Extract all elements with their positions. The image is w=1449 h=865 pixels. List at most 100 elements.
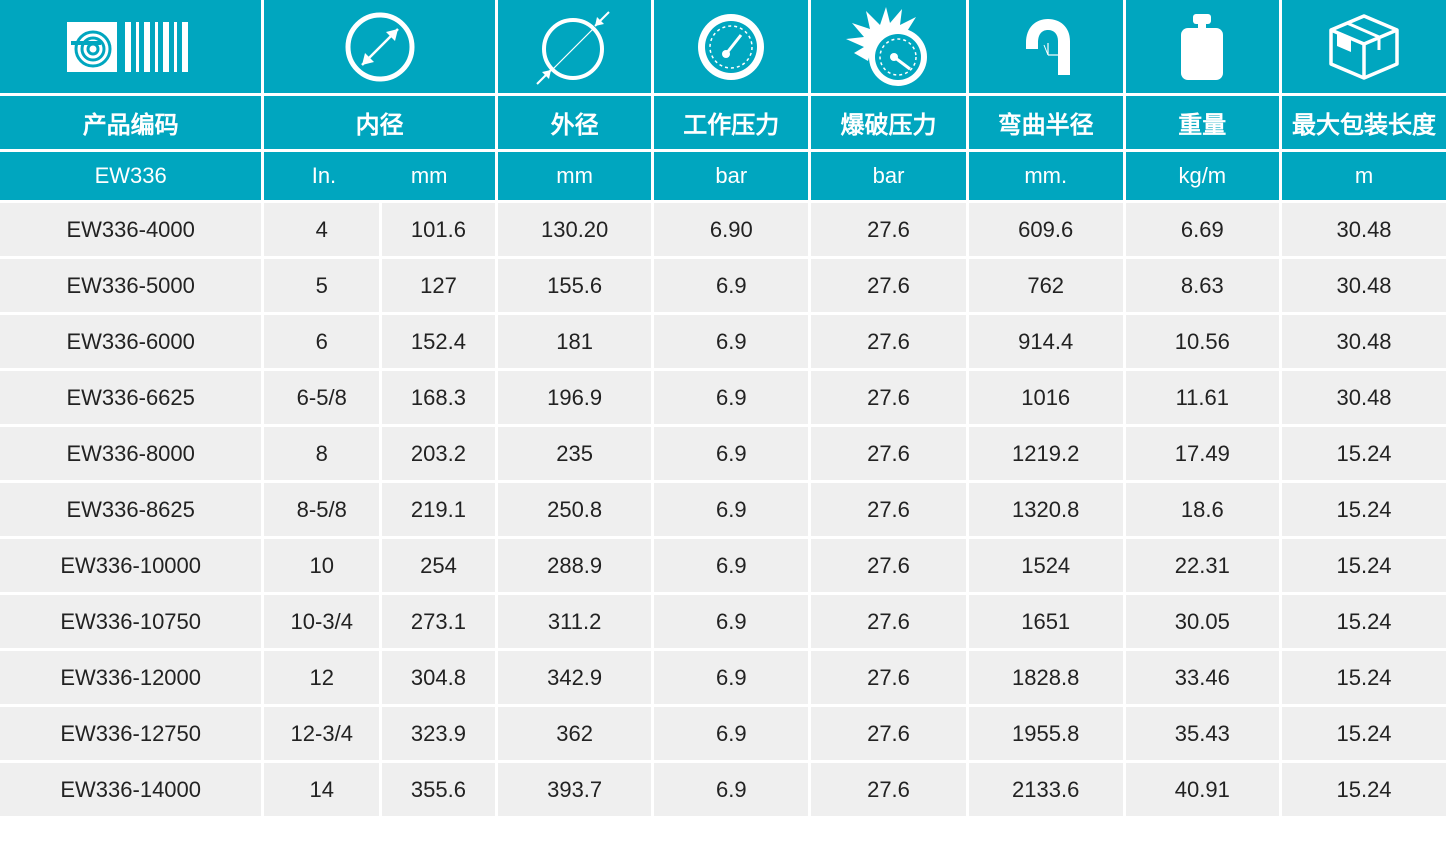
max-length-cell: 15.24 bbox=[1282, 595, 1446, 648]
weight-cell: 17.49 bbox=[1125, 427, 1280, 480]
brand-logo-cell bbox=[0, 0, 262, 93]
inner-diameter-mm-cell: 304.8 bbox=[382, 651, 495, 704]
burst-pressure-icon-cell bbox=[811, 0, 966, 93]
icon-row bbox=[0, 0, 1446, 93]
product-code-cell: EW336-6000 bbox=[0, 315, 262, 368]
bend-radius-cell: 1219.2 bbox=[968, 427, 1123, 480]
bend-radius-cell: 1828.8 bbox=[968, 651, 1123, 704]
working-pressure-cell: 6.9 bbox=[654, 315, 809, 368]
inner-diameter-icon-cell bbox=[264, 0, 495, 93]
weight-cell: 18.6 bbox=[1125, 483, 1280, 536]
product-code-cell: EW336-8625 bbox=[0, 483, 262, 536]
package-length-icon bbox=[1329, 13, 1399, 80]
product-code-cell: EW336-8000 bbox=[0, 427, 262, 480]
burst-pressure-cell: 27.6 bbox=[811, 259, 966, 312]
outer-diameter-cell: 342.9 bbox=[497, 651, 652, 704]
product-code-cell: EW336-5000 bbox=[0, 259, 262, 312]
bend-radius-cell: 914.4 bbox=[968, 315, 1123, 368]
burst-pressure-icon bbox=[845, 6, 927, 86]
header-inner-diameter: 内径 bbox=[264, 96, 495, 149]
bend-radius-cell: 1524 bbox=[968, 539, 1123, 592]
bend-radius-cell: 2133.6 bbox=[968, 763, 1123, 816]
working-pressure-cell: 6.9 bbox=[654, 763, 809, 816]
burst-pressure-cell: 27.6 bbox=[811, 203, 966, 256]
weight-cell: 8.63 bbox=[1125, 259, 1280, 312]
max-length-cell: 30.48 bbox=[1282, 259, 1446, 312]
max-length-cell: 15.24 bbox=[1282, 539, 1446, 592]
inner-diameter-mm-cell: 203.2 bbox=[382, 427, 495, 480]
burst-pressure-cell: 27.6 bbox=[811, 651, 966, 704]
table-row: EW336-5000 5 127 155.6 6.9 27.6 762 8.63 30.48 bbox=[0, 259, 1446, 312]
product-code-cell: EW336-10000 bbox=[0, 539, 262, 592]
header-max-length: 最大包装长度 bbox=[1282, 96, 1446, 149]
unit-burst-pressure: bar bbox=[811, 152, 966, 200]
bend-radius-cell: 762 bbox=[968, 259, 1123, 312]
inner-diameter-icon bbox=[345, 12, 415, 81]
working-pressure-cell: 6.9 bbox=[654, 483, 809, 536]
burst-pressure-cell: 27.6 bbox=[811, 371, 966, 424]
max-length-cell: 15.24 bbox=[1282, 483, 1446, 536]
product-code-cell: EW336-6625 bbox=[0, 371, 262, 424]
unit-row: EW336 In. mm mm bar bar mm. kg/m m bbox=[0, 152, 1446, 200]
weight-icon-cell bbox=[1125, 0, 1280, 93]
header-bend-radius: 弯曲半径 bbox=[968, 96, 1123, 149]
bend-radius-icon bbox=[1025, 18, 1070, 75]
inner-diameter-in-cell: 5 bbox=[264, 259, 380, 312]
bend-radius-cell: 609.6 bbox=[968, 203, 1123, 256]
table-row: EW336-12750 12-3/4 323.9 362 6.9 27.6 1955.8 35… bbox=[0, 707, 1446, 760]
inner-diameter-in-cell: 8 bbox=[264, 427, 380, 480]
outer-diameter-icon-cell bbox=[497, 0, 652, 93]
working-pressure-icon-cell bbox=[654, 0, 809, 93]
package-length-icon-cell bbox=[1282, 0, 1446, 93]
working-pressure-cell: 6.9 bbox=[654, 651, 809, 704]
outer-diameter-cell: 181 bbox=[497, 315, 652, 368]
max-length-cell: 15.24 bbox=[1282, 651, 1446, 704]
working-pressure-cell: 6.9 bbox=[654, 595, 809, 648]
inner-diameter-in-cell: 12 bbox=[264, 651, 380, 704]
header-code: 产品编码 bbox=[0, 96, 262, 149]
inner-diameter-mm-cell: 152.4 bbox=[382, 315, 495, 368]
working-pressure-cell: 6.90 bbox=[654, 203, 809, 256]
max-length-cell: 30.48 bbox=[1282, 371, 1446, 424]
working-pressure-cell: 6.9 bbox=[654, 371, 809, 424]
max-length-cell: 30.48 bbox=[1282, 203, 1446, 256]
max-length-cell: 15.24 bbox=[1282, 763, 1446, 816]
bend-radius-cell: 1955.8 bbox=[968, 707, 1123, 760]
bend-radius-cell: 1320.8 bbox=[968, 483, 1123, 536]
inner-diameter-in-cell: 14 bbox=[264, 763, 380, 816]
burst-pressure-cell: 27.6 bbox=[811, 707, 966, 760]
bend-radius-cell: 1651 bbox=[968, 595, 1123, 648]
inner-diameter-mm-cell: 254 bbox=[382, 539, 495, 592]
weight-cell: 6.69 bbox=[1125, 203, 1280, 256]
outer-diameter-icon bbox=[535, 10, 610, 85]
inner-diameter-in-cell: 8-5/8 bbox=[264, 483, 380, 536]
inner-diameter-in-cell: 4 bbox=[264, 203, 380, 256]
unit-code: EW336 bbox=[0, 152, 262, 200]
outer-diameter-cell: 311.2 bbox=[497, 595, 652, 648]
working-pressure-cell: 6.9 bbox=[654, 539, 809, 592]
inner-diameter-in-cell: 10-3/4 bbox=[264, 595, 380, 648]
working-pressure-cell: 6.9 bbox=[654, 259, 809, 312]
burst-pressure-cell: 27.6 bbox=[811, 427, 966, 480]
spec-table: 产品编码 内径 外径 工作压力 爆破压力 弯曲半径 重量 最大包装长度 EW33… bbox=[0, 0, 1446, 816]
weight-icon bbox=[1181, 13, 1224, 80]
burst-pressure-cell: 27.6 bbox=[811, 483, 966, 536]
outer-diameter-cell: 196.9 bbox=[497, 371, 652, 424]
product-code-cell: EW336-12750 bbox=[0, 707, 262, 760]
outer-diameter-cell: 362 bbox=[497, 707, 652, 760]
inner-diameter-mm-cell: 219.1 bbox=[382, 483, 495, 536]
header-outer-diameter: 外径 bbox=[497, 96, 652, 149]
weight-cell: 10.56 bbox=[1125, 315, 1280, 368]
outer-diameter-cell: 235 bbox=[497, 427, 652, 480]
table-row: EW336-6000 6 152.4 181 6.9 27.6 914.4 10.56 30.4… bbox=[0, 315, 1446, 368]
weight-cell: 33.46 bbox=[1125, 651, 1280, 704]
burst-pressure-cell: 27.6 bbox=[811, 763, 966, 816]
weight-cell: 35.43 bbox=[1125, 707, 1280, 760]
unit-outer-diameter: mm bbox=[497, 152, 652, 200]
inner-diameter-mm-cell: 168.3 bbox=[382, 371, 495, 424]
header-working-pressure: 工作压力 bbox=[654, 96, 809, 149]
table-row: EW336-6625 6-5/8 168.3 196.9 6.9 27.6 1016 11.6… bbox=[0, 371, 1446, 424]
unit-id-in: In. bbox=[311, 163, 337, 188]
unit-id-mm: mm bbox=[410, 163, 448, 188]
weight-cell: 11.61 bbox=[1125, 371, 1280, 424]
